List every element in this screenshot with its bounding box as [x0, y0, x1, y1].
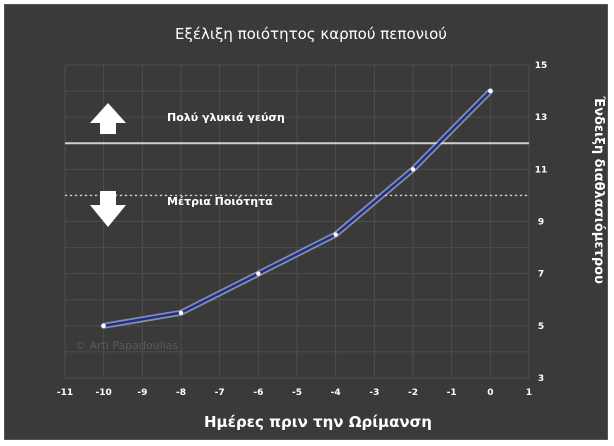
- data-point: [256, 271, 261, 276]
- x-axis-label: Ημέρες πριν την Ωρίμανση: [204, 413, 432, 431]
- y-tick-label: 15: [535, 61, 548, 71]
- x-tick-label: -7: [215, 388, 225, 398]
- data-point: [410, 167, 416, 172]
- series-line: [102, 89, 492, 328]
- series-layer: [100, 88, 494, 329]
- y-tick-label: 3: [538, 374, 544, 384]
- data-point: [488, 88, 493, 94]
- arrow-down-icon: [90, 191, 126, 227]
- data-point: [178, 310, 184, 315]
- arrow-up-icon: [90, 103, 126, 134]
- x-tick-label: -4: [331, 388, 341, 398]
- x-tick-label: 1: [526, 388, 532, 398]
- annotation-sweet: Πολύ γλυκιά γεύση: [167, 111, 285, 124]
- chart-title: Εξέλιξη ποιότητος καρπού πεπονιού: [175, 25, 447, 43]
- y-axis-label: Ένδειξη διαθλασιόμετρου: [591, 95, 606, 284]
- x-tick-label: -2: [408, 388, 418, 398]
- y-tick-label: 7: [538, 270, 544, 280]
- grid-lines: [64, 64, 530, 379]
- x-tick-label: 0: [487, 388, 493, 398]
- reference-lines: [65, 142, 529, 197]
- x-tick-label: -10: [96, 388, 112, 398]
- chart-frame: -11 -10 -9 -8 -7 -6 -5 -4 -3 -2 -1 0 1 3 5 7 9 11 13 15 Εξέ…: [4, 4, 608, 440]
- x-tick-label: -11: [57, 388, 73, 398]
- y-tick-label: 9: [538, 218, 544, 228]
- data-point: [333, 232, 338, 237]
- watermark: © Arti Papadoulias: [75, 339, 179, 352]
- y-tick-label: 11: [535, 165, 548, 175]
- x-tick-label: -6: [253, 388, 263, 398]
- x-tick-label: -5: [292, 388, 302, 398]
- x-tick-label: -3: [369, 388, 379, 398]
- annotation-medium: Μέτρια Ποιότητα: [167, 195, 273, 208]
- x-tick-label: -8: [176, 388, 186, 398]
- x-tick-label: -1: [447, 388, 457, 398]
- x-tick-label: -9: [137, 388, 147, 398]
- y-tick-label: 5: [538, 322, 544, 332]
- y-tick-label: 13: [535, 113, 548, 123]
- data-point: [101, 323, 106, 329]
